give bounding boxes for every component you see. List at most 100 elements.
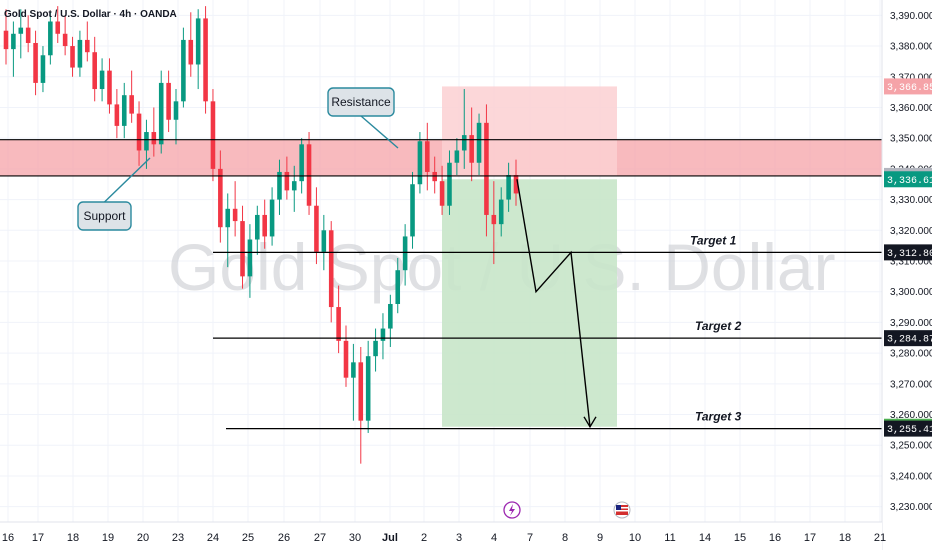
time-axis-bg bbox=[0, 522, 882, 550]
time-tick-label: 10 bbox=[629, 532, 641, 544]
stop-loss-zone bbox=[442, 86, 617, 176]
price-tag-0 bbox=[884, 78, 932, 95]
time-tick-label: 30 bbox=[349, 532, 361, 544]
candle-body bbox=[48, 21, 53, 56]
candle-body bbox=[262, 214, 267, 237]
candle-body bbox=[136, 113, 142, 151]
candle-body bbox=[144, 132, 149, 151]
target-label-1: Target 1 bbox=[690, 233, 737, 247]
us-flag-event-icon[interactable] bbox=[613, 501, 631, 519]
time-tick-label: 24 bbox=[207, 532, 219, 544]
candle-body bbox=[85, 39, 90, 53]
candle-body bbox=[70, 46, 75, 68]
candles bbox=[3, 6, 519, 464]
time-tick-label: 17 bbox=[804, 532, 816, 544]
time-tick-label: 2 bbox=[421, 532, 427, 544]
candle-body bbox=[269, 199, 275, 237]
time-tick-label: 15 bbox=[734, 532, 746, 544]
price-tick-label: 3,260.000 bbox=[890, 410, 932, 421]
lightning-event-icon[interactable] bbox=[503, 501, 521, 519]
candle-body bbox=[25, 27, 31, 43]
time-tick-label: 18 bbox=[839, 532, 851, 544]
target-label-2: Target 2 bbox=[695, 319, 742, 333]
candle-body bbox=[476, 122, 482, 163]
candle-body bbox=[506, 175, 511, 200]
target-label-3: Target 3 bbox=[695, 410, 742, 424]
candle-body bbox=[461, 135, 467, 151]
price-tick-label: 3,380.000 bbox=[890, 42, 932, 53]
projection-arrow-head bbox=[583, 416, 597, 429]
candle-body bbox=[498, 199, 504, 225]
target-price-tag-1 bbox=[884, 244, 932, 261]
candle-body bbox=[365, 356, 371, 421]
price-tick-label: 3,280.000 bbox=[890, 349, 932, 360]
candle-body bbox=[11, 33, 16, 50]
candle-body bbox=[454, 150, 460, 163]
price-tick-label: 3,250.000 bbox=[890, 441, 932, 452]
candle-body bbox=[240, 221, 245, 277]
candle-body bbox=[55, 21, 61, 34]
target-price-tag-1-text: 3,312.808 bbox=[887, 249, 932, 260]
projection-arrow-path bbox=[516, 179, 591, 427]
resistance-callout-label: Resistance bbox=[331, 95, 391, 109]
time-tick-label: 25 bbox=[242, 532, 254, 544]
price-tick-label: 3,230.000 bbox=[890, 502, 932, 513]
price-tag-2-text: 3,336.615 bbox=[887, 176, 932, 187]
price-tick-label: 3,310.000 bbox=[890, 257, 932, 268]
candle-body bbox=[321, 230, 327, 252]
candle-body bbox=[284, 171, 290, 191]
candle-body bbox=[92, 52, 97, 90]
resistance-callout-box bbox=[327, 87, 395, 117]
candle-body bbox=[107, 70, 112, 105]
candle-body bbox=[469, 135, 474, 163]
candle-body bbox=[425, 141, 430, 172]
time-tick-label: 14 bbox=[699, 532, 711, 544]
time-tick-label: 20 bbox=[137, 532, 149, 544]
price-tick-label: 3,370.000 bbox=[890, 72, 932, 83]
candle-body bbox=[195, 18, 201, 65]
candle-body bbox=[247, 239, 253, 277]
candle-body bbox=[336, 307, 341, 341]
candle-body bbox=[380, 328, 386, 341]
candle-body bbox=[417, 141, 423, 185]
candle-body bbox=[33, 42, 38, 83]
grid bbox=[0, 0, 882, 522]
time-tick-label: 21 bbox=[874, 532, 886, 544]
time-tick-label: 23 bbox=[172, 532, 184, 544]
flag-canton bbox=[616, 505, 621, 510]
target-price-tag-2-text: 3,284.871 bbox=[887, 335, 932, 346]
candle-body bbox=[358, 362, 364, 421]
target-price-tag-2 bbox=[884, 330, 932, 347]
candle-body bbox=[255, 214, 260, 240]
candle-body bbox=[3, 30, 9, 50]
candle-body bbox=[218, 168, 223, 228]
time-tick-label: 4 bbox=[491, 532, 497, 544]
candle-body bbox=[225, 208, 231, 228]
price-tick-label: 3,290.000 bbox=[890, 318, 932, 329]
resistance-band bbox=[0, 139, 882, 176]
candle-body bbox=[77, 39, 83, 68]
support-callout-pointer bbox=[104, 157, 151, 203]
candle-body bbox=[328, 230, 334, 308]
candle-body bbox=[114, 104, 120, 126]
flag-white-stripe-2 bbox=[616, 510, 628, 512]
candle-body bbox=[62, 33, 68, 47]
flag-white-stripe-1 bbox=[616, 507, 628, 509]
support-callout-label: Support bbox=[83, 209, 126, 223]
price-tick-label: 3,320.000 bbox=[890, 226, 932, 237]
time-tick-label: 3 bbox=[456, 532, 462, 544]
candle-body bbox=[166, 82, 171, 120]
candle-body bbox=[181, 39, 186, 102]
time-tick-label: 18 bbox=[67, 532, 79, 544]
candle-body bbox=[210, 101, 216, 169]
candle-body bbox=[388, 303, 393, 329]
candle-body bbox=[513, 175, 519, 194]
candle-body bbox=[351, 362, 356, 378]
candle-body bbox=[439, 181, 445, 206]
resistance-callout: Resistance bbox=[327, 87, 399, 149]
time-tick-label: 27 bbox=[314, 532, 326, 544]
price-tick-label: 3,300.000 bbox=[890, 287, 932, 298]
time-tick-label: 8 bbox=[562, 532, 568, 544]
